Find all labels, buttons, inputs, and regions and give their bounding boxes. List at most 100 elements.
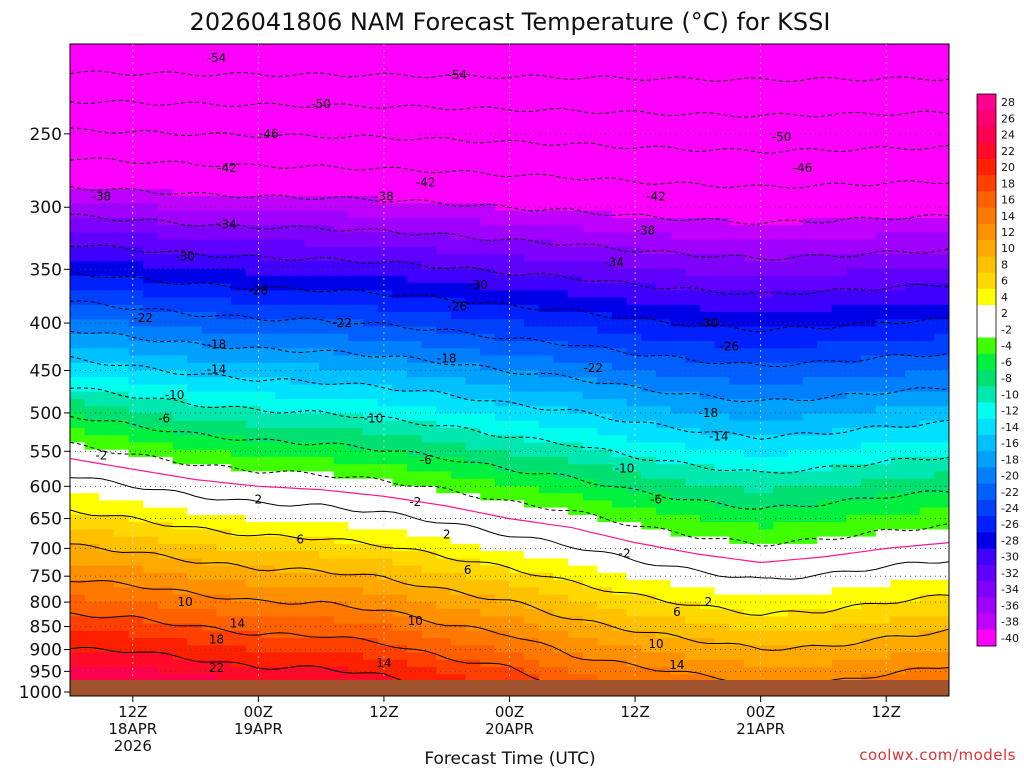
field-cell: [70, 58, 86, 67]
field-cell: [480, 659, 496, 668]
field-cell: [407, 210, 423, 219]
field-cell: [846, 51, 862, 59]
field-cell: [597, 87, 613, 96]
field-cell: [363, 246, 379, 255]
field-cell: [846, 312, 862, 320]
field-cell: [597, 565, 613, 574]
field-cell: [143, 471, 159, 480]
field-cell: [201, 514, 218, 523]
field-cell: [465, 543, 481, 552]
field-cell: [773, 616, 789, 625]
field-cell: [597, 268, 613, 277]
field-cell: [436, 130, 452, 139]
field-cell: [553, 109, 569, 117]
field-cell: [143, 630, 159, 639]
field-cell: [773, 174, 789, 183]
field-cell: [407, 275, 423, 284]
field-cell: [700, 645, 716, 654]
field-cell: [729, 123, 745, 132]
field-cell: [670, 413, 686, 422]
field-cell: [626, 87, 642, 96]
field-cell: [407, 674, 423, 683]
field-cell: [319, 616, 335, 625]
field-cell: [363, 652, 379, 661]
field-cell: [333, 217, 349, 226]
field-cell: [773, 377, 789, 385]
field-cell: [70, 428, 86, 436]
field-cell: [319, 159, 335, 168]
field-cell: [480, 493, 496, 501]
field-cell: [626, 348, 642, 357]
field-cell: [626, 413, 642, 422]
field-cell: [685, 210, 701, 219]
field-cell: [245, 384, 261, 393]
field-cell: [70, 442, 86, 451]
field-cell: [670, 283, 686, 291]
field-cell: [436, 87, 452, 96]
field-cell: [450, 406, 467, 414]
field-cell: [407, 87, 423, 96]
field-cell: [685, 565, 701, 574]
field-cell: [494, 362, 511, 371]
field-cell: [700, 203, 716, 212]
field-cell: [656, 203, 672, 212]
field-cell: [685, 87, 701, 96]
field-cell: [84, 399, 100, 407]
field-cell: [670, 355, 686, 364]
field-cell: [875, 210, 891, 219]
field-cell: [685, 181, 701, 190]
field-cell: [700, 174, 716, 183]
field-cell: [787, 529, 804, 538]
field-cell: [817, 391, 833, 400]
field-cell: [626, 551, 642, 559]
field-cell: [304, 630, 320, 639]
field-cell: [114, 399, 130, 407]
field-cell: [861, 51, 877, 59]
field-cell: [143, 254, 159, 262]
field-cell: [187, 152, 203, 161]
field-cell: [465, 638, 481, 646]
field-cell: [714, 254, 730, 262]
field-cell: [538, 442, 554, 451]
field-cell: [157, 174, 174, 183]
field-cell: [831, 507, 848, 516]
field-cell: [582, 464, 598, 472]
field-cell: [333, 391, 349, 400]
field-cell: [538, 80, 554, 88]
field-cell: [656, 80, 672, 88]
field-cell: [348, 399, 364, 407]
field-cell: [714, 413, 730, 422]
field-cell: [289, 196, 305, 204]
field-cell: [714, 268, 730, 277]
field-cell: [582, 44, 598, 52]
field-cell: [626, 145, 642, 154]
field-cell: [480, 587, 496, 596]
field-cell: [670, 80, 686, 88]
field-cell: [231, 123, 247, 132]
field-cell: [99, 188, 115, 197]
field-cell: [729, 254, 745, 262]
field-cell: [846, 123, 862, 132]
field-cell: [758, 283, 774, 291]
field-cell: [143, 449, 159, 458]
field-cell: [245, 594, 261, 603]
field-cell: [817, 536, 833, 545]
field-cell: [157, 196, 174, 204]
field-cell: [289, 362, 305, 371]
field-cell: [377, 239, 393, 248]
field-cell: [641, 87, 657, 96]
field-cell: [172, 551, 188, 559]
field-cell: [538, 493, 554, 501]
field-cell: [421, 87, 437, 96]
field-cell: [114, 674, 130, 683]
field-cell: [114, 196, 130, 204]
field-cell: [700, 268, 716, 277]
field-cell: [553, 58, 569, 67]
field-cell: [231, 543, 247, 552]
field-cell: [333, 102, 349, 110]
field-cell: [157, 261, 174, 270]
field-cell: [450, 51, 467, 59]
field-cell: [436, 377, 452, 385]
field-cell: [802, 138, 818, 146]
field-cell: [494, 674, 511, 683]
